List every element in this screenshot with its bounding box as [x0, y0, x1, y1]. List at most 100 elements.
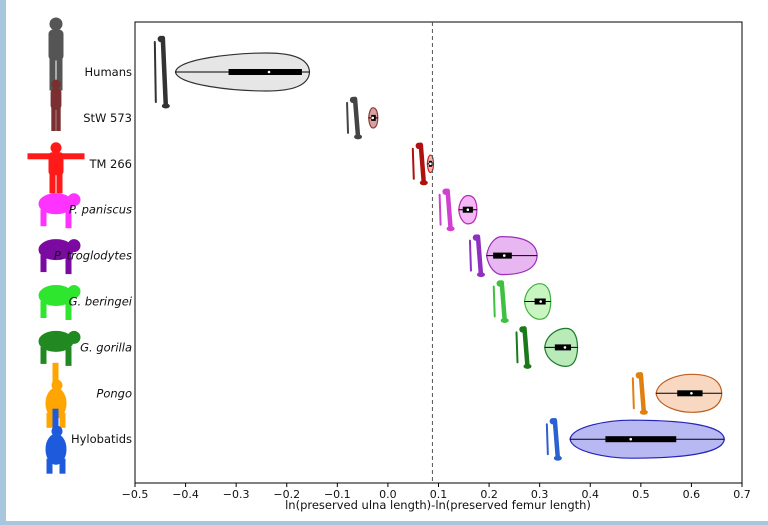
femur-condyle-icon	[161, 103, 170, 109]
violin-iqr-box	[493, 252, 512, 259]
violin-median-dot	[429, 162, 432, 166]
x-tick-label: 0.2	[480, 488, 498, 501]
violin-iqr-box	[228, 69, 302, 75]
silhouette-icon	[38, 285, 81, 320]
silhouette-icon	[27, 142, 85, 194]
violin-median-dot	[502, 254, 506, 257]
femur-condyle-icon	[639, 409, 648, 415]
violin-median-dot	[690, 392, 693, 395]
category-label: G. beringei	[69, 295, 133, 309]
leg-icon	[51, 107, 56, 131]
x-tick-label: 0.5	[632, 488, 650, 501]
ulna-icon	[153, 41, 157, 103]
leg-icon	[49, 172, 56, 194]
violin-iqr-box	[554, 344, 572, 351]
species-silhouettes	[27, 17, 85, 474]
femur-head-icon	[519, 326, 526, 333]
bone-pair-icon	[515, 326, 532, 369]
ulna-icon	[411, 147, 415, 180]
category-labels: Humans StW 573 TM 266 P. paniscus P. troglod…	[54, 65, 133, 446]
silhouette-icon	[38, 330, 81, 366]
bone-pair-icon	[153, 35, 170, 109]
ulna-icon	[545, 423, 549, 456]
silhouette-icon	[48, 17, 64, 91]
femur-condyle-icon	[419, 180, 428, 186]
femur-head-icon	[442, 188, 449, 195]
category-label: TM 266	[88, 157, 132, 171]
arm-icon	[65, 301, 72, 320]
head-icon	[67, 193, 81, 207]
ulna-icon	[631, 377, 635, 410]
arm-icon	[65, 255, 72, 275]
x-tick-label: −0.2	[273, 488, 300, 501]
leg-icon	[56, 172, 63, 194]
femur-condyle-icon	[500, 318, 509, 323]
femur-head-icon	[349, 96, 357, 104]
category-label: P. paniscus	[69, 203, 132, 217]
leg-icon	[46, 458, 53, 474]
violin-median-dot	[563, 346, 567, 349]
ulna-icon	[492, 285, 496, 318]
category-label: Humans	[85, 65, 132, 79]
head-icon	[51, 79, 61, 90]
silhouette-icon	[50, 79, 62, 131]
femur-icon	[475, 234, 484, 277]
head-icon	[49, 17, 63, 31]
x-tick-label: −0.5	[122, 488, 149, 501]
x-tick-label: 0.4	[582, 488, 600, 501]
violins	[174, 52, 725, 459]
bone-pair-icon	[346, 96, 363, 140]
head-icon	[67, 330, 81, 344]
x-tick-label: 0.7	[733, 488, 751, 501]
leg-icon	[56, 107, 61, 131]
silhouette-icon	[45, 362, 67, 428]
head-icon	[67, 239, 81, 253]
bone-pair-icon	[468, 234, 485, 278]
ulna-icon	[438, 193, 442, 226]
ulna-icon	[346, 101, 350, 134]
femur-head-icon	[549, 418, 557, 425]
x-tick-label: 0.6	[683, 488, 701, 501]
femur-icon	[499, 280, 507, 323]
bone-pair-icon	[411, 142, 428, 186]
category-label: P. troglodytes	[54, 249, 132, 263]
femur-icon	[418, 142, 427, 186]
x-axis-title: ln(preserved ulna length)-ln(preserved f…	[285, 498, 591, 512]
bone-icons	[153, 35, 648, 461]
leg-icon	[59, 458, 66, 474]
silhouette-icon	[38, 239, 81, 275]
bone-pair-icon	[631, 372, 648, 415]
violin-median-dot	[371, 116, 375, 120]
femur-head-icon	[635, 372, 643, 379]
left-frame-bar	[0, 0, 6, 525]
plot-frame	[134, 21, 743, 484]
x-axis-ticks: −0.5 −0.4 −0.3 −0.2 −0.1 0.0 0.1 0.2 0.3 0.4 0.5 0.…	[122, 483, 751, 501]
bone-pair-icon	[492, 280, 509, 323]
leg-icon	[40, 346, 47, 364]
category-label: Pongo	[96, 386, 132, 400]
femur-condyle-icon	[476, 272, 485, 278]
head-icon	[50, 142, 62, 154]
femur-condyle-icon	[523, 363, 532, 369]
leg-icon	[40, 209, 47, 227]
femur-condyle-icon	[354, 134, 363, 140]
leg-icon	[40, 301, 47, 318]
bone-pair-icon	[438, 188, 455, 232]
category-label: G. gorilla	[80, 340, 132, 354]
violin-median-dot	[629, 437, 633, 441]
arm-icon	[65, 346, 72, 366]
femur-icon	[522, 326, 530, 369]
bone-pair-icon	[545, 417, 562, 461]
femur-condyle-icon	[446, 226, 455, 232]
x-tick-label: −0.3	[223, 488, 250, 501]
leg-icon	[40, 255, 47, 273]
category-label: StW 573	[83, 111, 132, 125]
body-icon	[45, 433, 67, 465]
x-tick-label: −0.4	[172, 488, 199, 501]
x-tick-label: −0.1	[324, 488, 351, 501]
femur-head-icon	[415, 142, 422, 149]
femur-head-icon	[157, 35, 165, 43]
x-tick-label: 0.3	[531, 488, 549, 501]
torso-icon	[50, 88, 62, 110]
